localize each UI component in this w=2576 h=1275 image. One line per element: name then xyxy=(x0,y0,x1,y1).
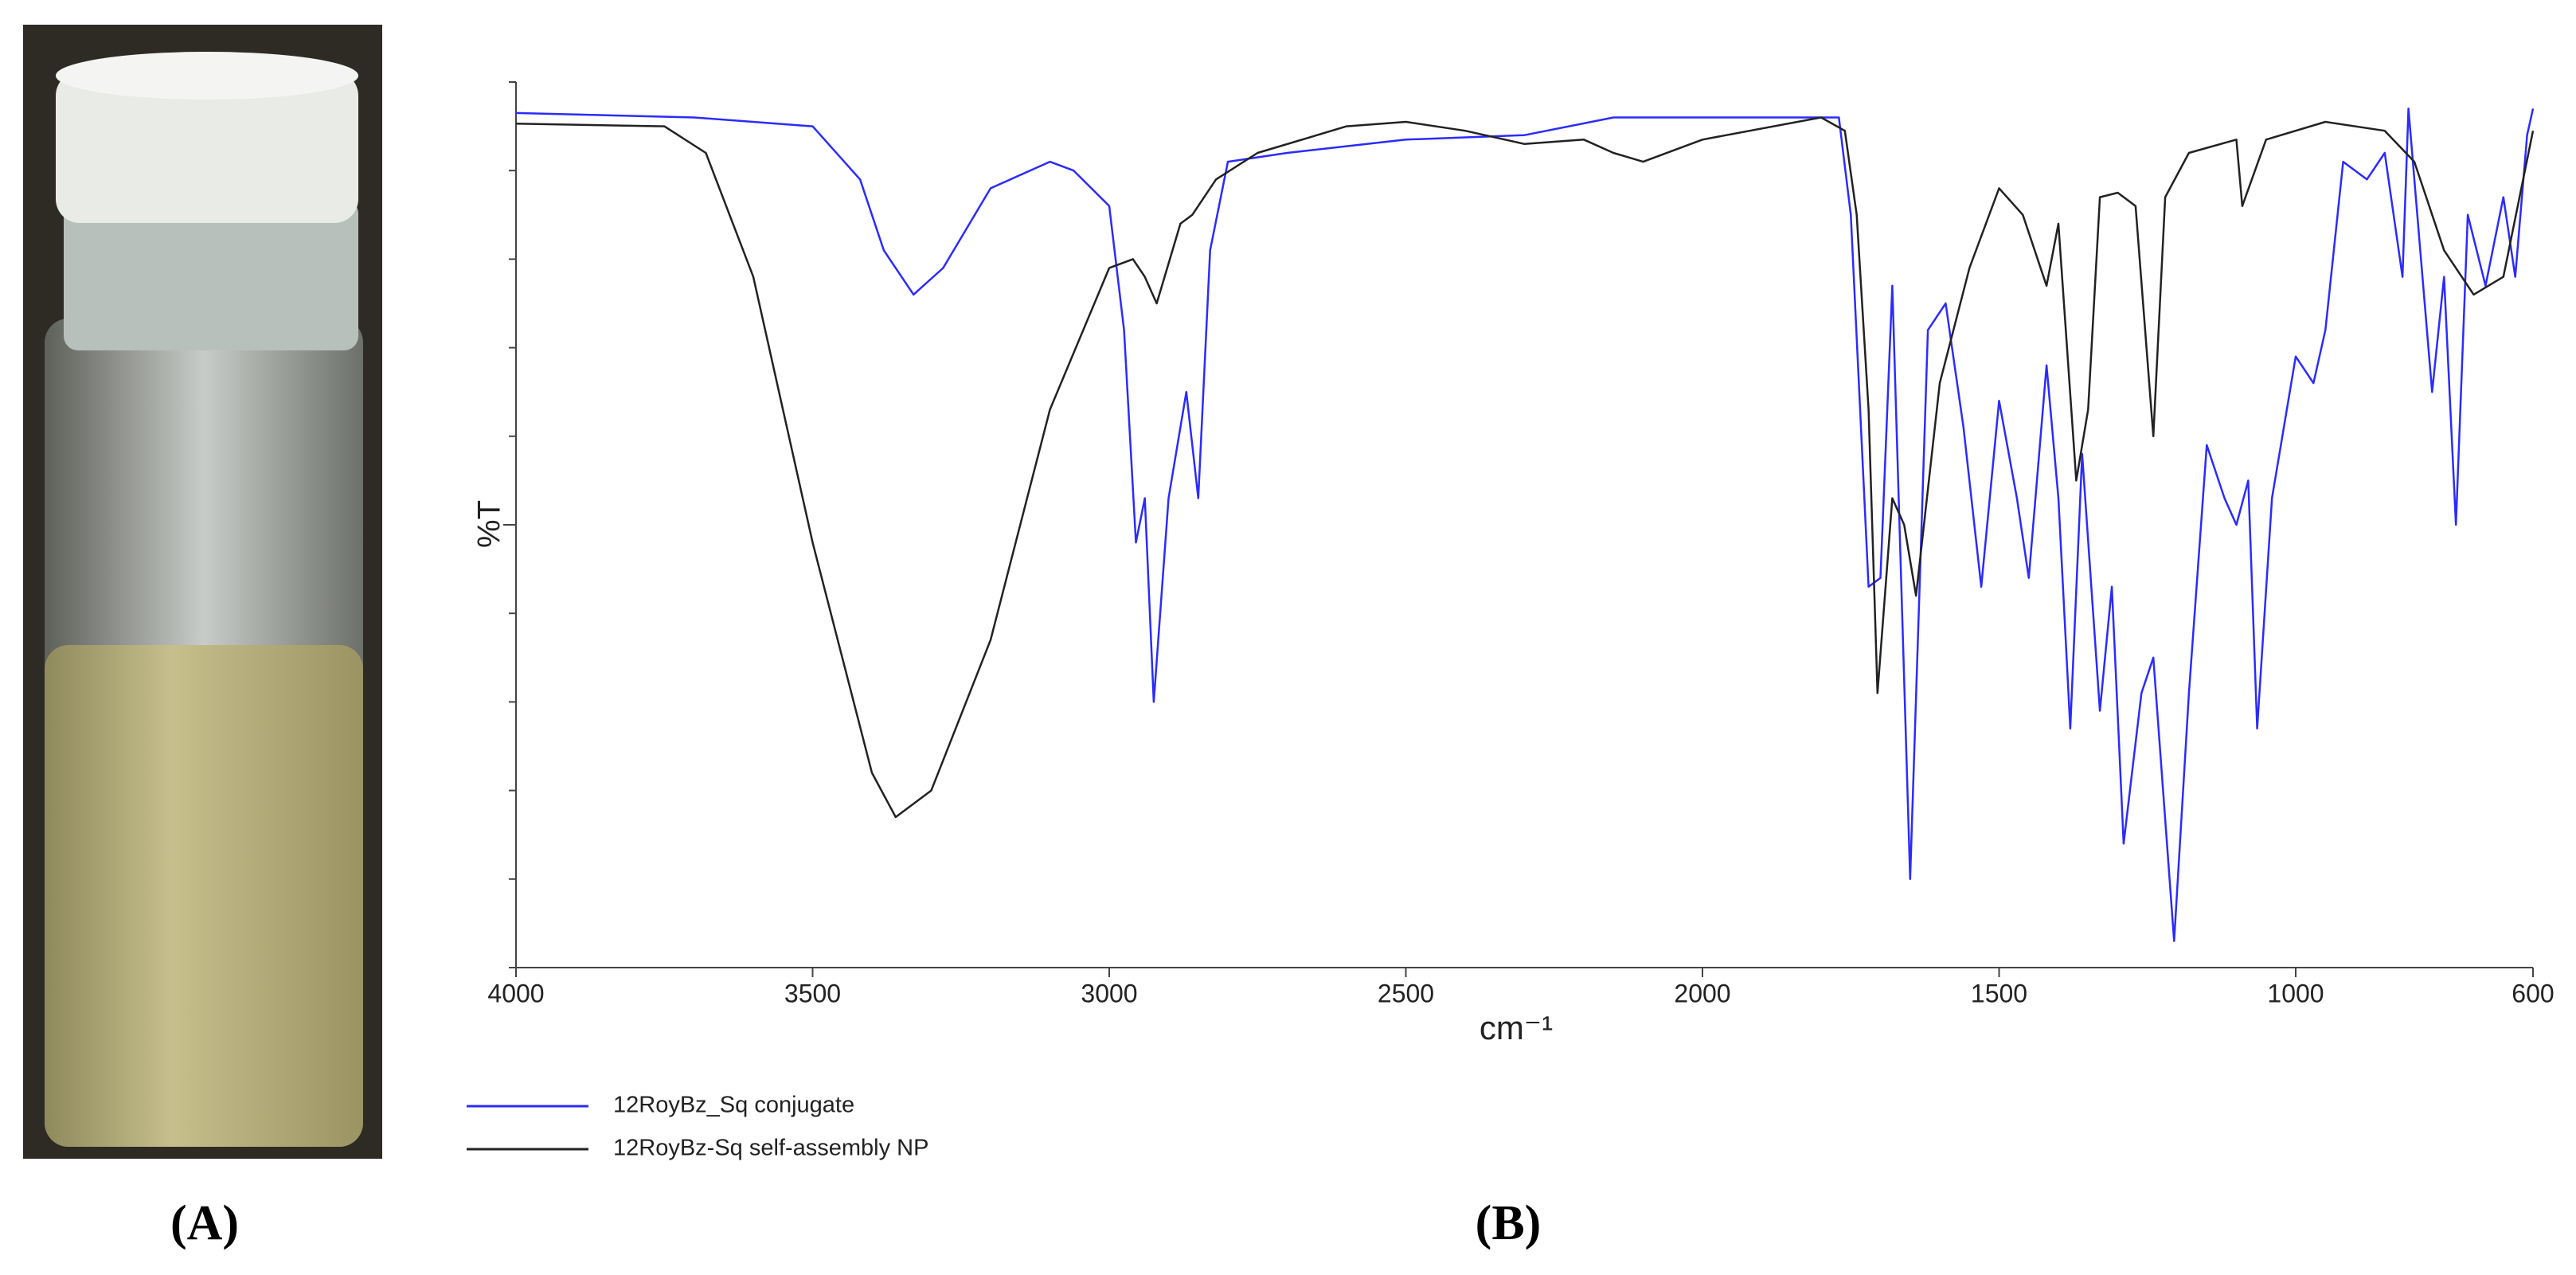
x-tick-label: 3000 xyxy=(1081,979,1137,1007)
spectrum-line xyxy=(515,116,2535,819)
x-tick-label: 2000 xyxy=(1674,979,1730,1007)
y-axis-label: %T xyxy=(472,500,507,548)
panel-label: (A) xyxy=(170,1196,239,1250)
panel-label: (B) xyxy=(1476,1196,1542,1250)
x-tick-label: 4000 xyxy=(487,979,544,1007)
vial-photo xyxy=(23,25,382,1159)
x-tick-label: 2500 xyxy=(1378,979,1434,1007)
legend-label: 12RoyBz-Sq self-assembly NP xyxy=(613,1136,928,1161)
x-tick-label: 3500 xyxy=(784,979,841,1007)
x-tick-label: 1000 xyxy=(2267,979,2324,1007)
legend-label: 12RoyBz_Sq conjugate xyxy=(613,1093,854,1118)
spectrum-line xyxy=(515,108,2535,942)
x-axis-label: cm⁻¹ xyxy=(1480,1009,1553,1046)
x-tick-label: 1500 xyxy=(1971,979,2027,1007)
x-tick-label: 600 xyxy=(2512,979,2554,1007)
